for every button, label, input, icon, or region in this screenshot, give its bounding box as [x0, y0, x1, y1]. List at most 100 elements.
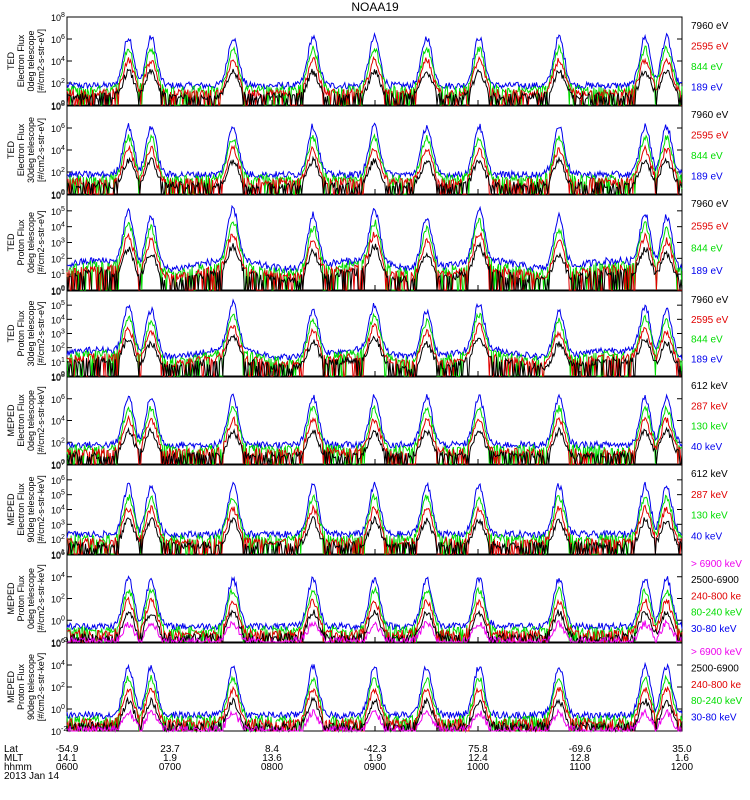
x-tick-hhmm: 0600 [56, 762, 79, 773]
y-axis-label: [#/cm2-s-str-keV] [36, 475, 46, 544]
panel-frame [66, 290, 683, 377]
panel-6: 101 102 103 104 105 106 107 MEPED Electron Flux 9… [6, 460, 728, 560]
series-trace [66, 68, 683, 106]
x-axis-row-label: Lat [4, 744, 18, 755]
y-tick-label: 106 [51, 190, 65, 201]
x-axis-row-label: 2013 Jan 14 [4, 771, 59, 782]
series-trace [66, 298, 683, 362]
legend-entry: 844 eV [691, 62, 723, 73]
y-tick-label: 10-2 [51, 637, 67, 648]
legend-entry: > 6900 keV [691, 559, 742, 570]
series-trace [66, 661, 683, 721]
legend-entry: 130 keV [691, 422, 728, 433]
y-axis-label: Electron Flux [16, 123, 26, 176]
panel-7: 10-2 100 102 104 106 MEPED Proton Flux 0deg tel… [6, 550, 742, 648]
y-tick-label: 102 [51, 437, 65, 448]
x-tick-lat: 35.0 [672, 744, 692, 755]
x-tick-mlt: 1.9 [163, 753, 177, 764]
legend-entry: 612 keV [691, 469, 728, 480]
legend-entry: 40 keV [691, 442, 722, 453]
y-tick-label: 100 [51, 100, 65, 111]
x-tick-hhmm: 1200 [671, 762, 694, 773]
y-tick-label: 100 [51, 704, 65, 715]
legend-entry: 844 eV [691, 244, 723, 255]
legend-entry: 189 eV [691, 354, 723, 365]
x-tick-lat: 23.7 [160, 744, 180, 755]
y-axis-label: Electron Flux [16, 394, 26, 447]
legend-entry: 2595 eV [691, 42, 729, 53]
series-trace [66, 481, 683, 540]
y-axis-label: [#/cm2-s-str-eV] [36, 301, 46, 365]
x-tick-hhmm: 0700 [159, 762, 182, 773]
series-trace [66, 217, 683, 291]
y-tick-label: 104 [51, 56, 65, 67]
y-axis-label: 30deg telescope [26, 300, 36, 366]
y-tick-label: 102 [51, 253, 65, 264]
y-tick-label: 106 [51, 34, 65, 45]
legend-entry: 30-80 keV [691, 713, 737, 724]
panel-4: 100 101 102 103 104 105 106 TED Proton Flux 30deg… [6, 286, 729, 382]
y-axis-label: MEPED [6, 493, 16, 526]
y-axis-label: 0deg telescope [26, 568, 36, 629]
y-axis-label: TED [6, 140, 16, 159]
y-tick-label: 106 [51, 394, 65, 405]
y-tick-label: 105 [51, 490, 65, 501]
y-tick-label: 103 [51, 329, 65, 340]
y-tick-label: 106 [51, 550, 65, 561]
x-tick-hhmm: 0900 [364, 762, 387, 773]
y-tick-label: 108 [51, 12, 65, 23]
y-tick-label: 100 [51, 371, 65, 382]
y-axis-label: 90deg telescope [26, 654, 36, 720]
y-axis-label: Electron Flux [16, 34, 26, 87]
legend-entry: 7960 eV [691, 21, 729, 32]
series-trace [66, 333, 682, 377]
y-tick-label: 106 [51, 123, 65, 134]
x-tick-mlt: 1.6 [675, 753, 689, 764]
y-axis-label: Proton Flux [16, 663, 26, 710]
legend-entry: 287 keV [691, 401, 728, 412]
y-axis-label: 90deg telescope [26, 476, 36, 542]
series-trace [66, 144, 683, 195]
legend-entry: 844 eV [691, 151, 723, 162]
legend-entry: 40 keV [691, 531, 722, 542]
y-axis-label: MEPED [6, 404, 16, 437]
y-tick-label: 102 [51, 594, 65, 605]
y-tick-label: 104 [51, 660, 65, 671]
y-axis-label: [#/cm2-s-str-eV] [36, 118, 46, 182]
legend-entry: 240-800 ke [691, 591, 741, 602]
series-trace [66, 685, 683, 732]
y-axis-label: TED [6, 324, 16, 343]
y-tick-label: 104 [51, 572, 65, 583]
y-axis-label: TED [6, 51, 16, 70]
y-tick-label: 106 [51, 286, 65, 297]
x-tick-mlt: 12.4 [468, 753, 488, 764]
series-trace [66, 596, 683, 643]
legend-entry: 287 keV [691, 490, 728, 501]
y-axis-label: MEPED [6, 671, 16, 704]
x-axis-row-label: MLT [4, 753, 23, 764]
x-tick-mlt: 13.6 [262, 753, 282, 764]
y-axis-label: Electron Flux [16, 483, 26, 536]
legend-entry: 7960 eV [691, 110, 729, 121]
panel-2: 100 102 104 106 108 TED Electron Flux 30deg tel… [6, 101, 729, 200]
page-title: NOAA19 [351, 0, 399, 14]
y-tick-label: 101 [51, 357, 65, 368]
y-axis-label: [#/cm2-s-str-keV] [36, 653, 46, 722]
panel-1: 100 102 104 106 108 TED Electron Flux 0deg tele… [6, 12, 729, 111]
legend-entry: 189 eV [691, 266, 723, 277]
legend-entry: 2500-6900 [691, 575, 739, 586]
y-axis-label: Proton Flux [16, 310, 26, 357]
x-tick-lat: 75.8 [468, 744, 488, 755]
legend-entry: 2595 eV [691, 131, 729, 142]
legend-entry: > 6900 keV [691, 647, 742, 658]
panel-3: 100 101 102 103 104 105 106 TED Proton Flux 0deg … [6, 190, 729, 296]
y-tick-label: 101 [51, 269, 65, 280]
y-tick-label: 102 [51, 534, 65, 545]
y-tick-label: 102 [51, 167, 65, 178]
x-tick-mlt: 14.1 [57, 753, 77, 764]
y-tick-label: 102 [51, 78, 65, 89]
legend-entry: 7960 eV [691, 295, 729, 306]
y-tick-label: 107 [51, 460, 65, 471]
legend-entry: 30-80 keV [691, 624, 737, 635]
